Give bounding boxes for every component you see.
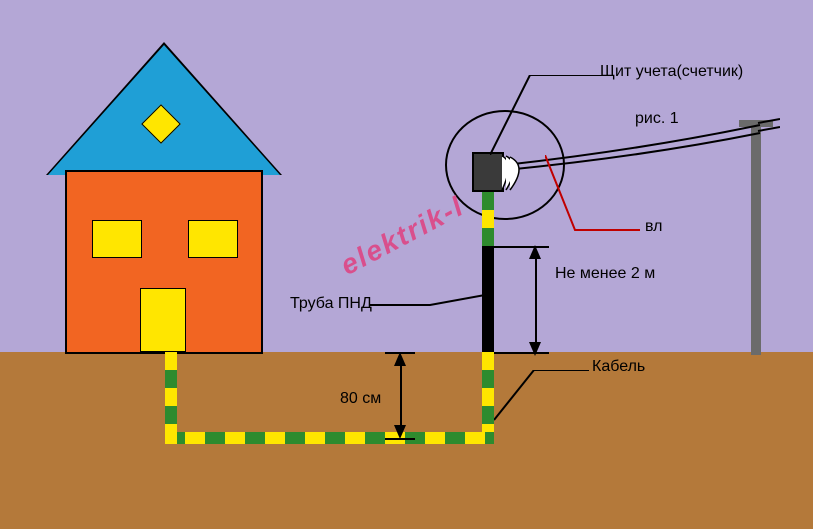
cable-vertical-house bbox=[165, 352, 177, 444]
dim-depth-tick-bot bbox=[385, 438, 415, 440]
cable-vertical-meter bbox=[482, 192, 494, 442]
label-depth: 80 см bbox=[340, 390, 381, 408]
wire-bundle-icon bbox=[500, 154, 530, 194]
arrow-up-icon bbox=[394, 352, 406, 366]
dim-depth-tick-top bbox=[385, 352, 415, 354]
label-min-height: Не менее 2 м bbox=[555, 265, 655, 283]
label-meter-box: Щит учета(счетчик) bbox=[600, 63, 743, 81]
window-right bbox=[188, 220, 238, 258]
cable-horizontal-trench bbox=[165, 432, 494, 444]
label-overhead-line: вл bbox=[645, 218, 662, 236]
label-pipe: Труба ПНД bbox=[290, 295, 372, 313]
window-left bbox=[92, 220, 142, 258]
label-figure: рис. 1 bbox=[635, 110, 679, 128]
dim-depth-line bbox=[400, 360, 402, 432]
dim-height-line bbox=[535, 252, 537, 347]
leader-overhead-line bbox=[545, 155, 645, 235]
dim-height-tick-top bbox=[494, 246, 549, 248]
arrow-down-icon bbox=[394, 425, 406, 439]
leader-cable bbox=[494, 370, 594, 425]
door bbox=[140, 288, 186, 352]
dim-height-tick-bot bbox=[494, 352, 549, 354]
label-cable: Кабель bbox=[592, 358, 645, 376]
leader-pipe bbox=[370, 290, 485, 310]
leader-meter-box bbox=[490, 75, 610, 155]
